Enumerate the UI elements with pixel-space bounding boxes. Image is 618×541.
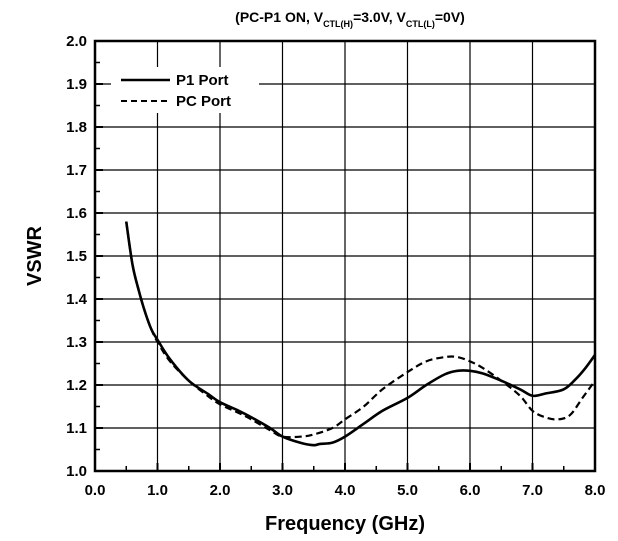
grid-lines — [95, 41, 595, 471]
x-tick-label: 6.0 — [460, 482, 481, 499]
y-tick-label: 1.7 — [66, 162, 87, 179]
axis-ticks — [94, 40, 596, 472]
x-tick-label: 0.0 — [85, 482, 106, 499]
y-tick-label: 1.0 — [66, 463, 87, 480]
y-tick-label: 1.1 — [66, 420, 87, 437]
x-tick-label: 2.0 — [210, 482, 231, 499]
x-tick-label: 3.0 — [272, 482, 293, 499]
legend-background — [111, 67, 259, 113]
x-tick-label: 7.0 — [522, 482, 543, 499]
x-axis-label: Frequency (GHz) — [265, 513, 425, 535]
title-prefix: (PC-P1 ON, V — [235, 9, 324, 25]
legend-label-pc-port: PC Port — [176, 93, 231, 110]
chart-title: (PC-P1 ON, VCTL(H)=3.0V, VCTL(L)=0V) — [235, 9, 465, 29]
y-tick-label: 1.3 — [66, 334, 87, 351]
y-tick-labels: 1.0 1.1 1.2 1.3 1.4 1.5 1.6 1.7 1.8 1.9 2.0 — [66, 33, 88, 480]
title-subscript-high: CTL(H) — [323, 19, 353, 29]
x-tick-label: 8.0 — [585, 482, 606, 499]
title-subscript-low: CTL(L) — [406, 19, 435, 29]
y-tick-label: 1.9 — [66, 76, 87, 93]
legend-label-p1-port: P1 Port — [176, 72, 229, 89]
y-tick-label: 1.6 — [66, 205, 87, 222]
title-suffix: =0V) — [435, 9, 465, 25]
y-tick-label: 1.4 — [66, 291, 88, 308]
x-tick-label: 5.0 — [397, 482, 418, 499]
series-layer — [124, 221, 597, 447]
y-tick-label: 1.2 — [66, 377, 87, 394]
x-tick-label: 4.0 — [335, 482, 356, 499]
series-line-pc-port — [125, 221, 596, 439]
series-line-p1-port — [124, 221, 597, 447]
y-tick-label: 1.8 — [66, 119, 87, 136]
legend: P1 Port PC Port — [111, 67, 259, 113]
y-tick-label: 2.0 — [66, 33, 87, 50]
y-axis-label: VSWR — [24, 225, 46, 286]
title-middle: =3.0V, V — [353, 9, 406, 25]
x-tick-labels: 0.0 1.0 2.0 3.0 4.0 5.0 6.0 7.0 8.0 — [85, 482, 606, 499]
y-tick-label: 1.5 — [66, 248, 87, 265]
x-tick-label: 1.0 — [147, 482, 168, 499]
